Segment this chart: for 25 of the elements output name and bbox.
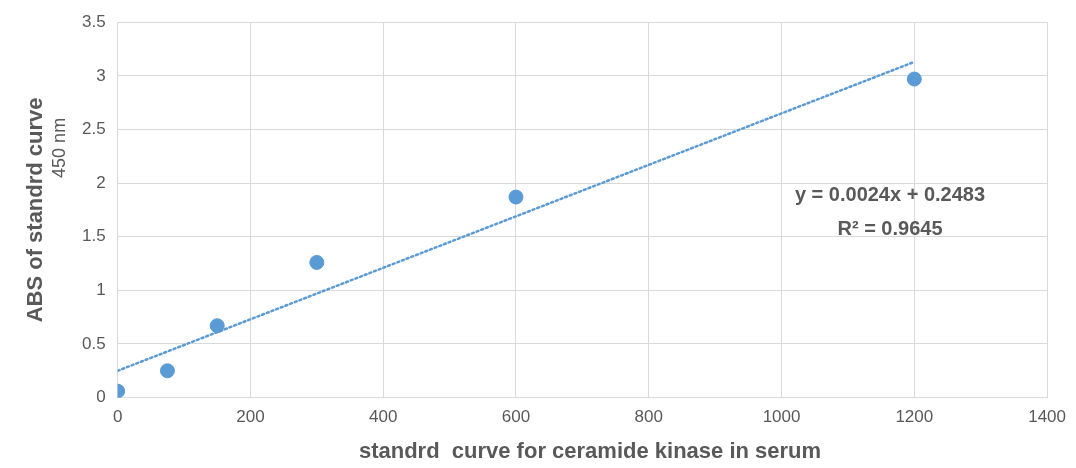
x-tick-label: 200 xyxy=(236,407,265,427)
y-tick-label: 3 xyxy=(96,65,106,85)
y-tick-label: 0 xyxy=(96,387,106,407)
annotation: R² = 0.9645 xyxy=(837,216,943,239)
x-axis-title: standrd curve for ceramide kinase in serum xyxy=(358,438,822,464)
y-axis-title: ABS of standrd curve 450 nm xyxy=(22,97,69,323)
x-tick-label: 400 xyxy=(369,407,398,427)
x-tick-label: 1000 xyxy=(762,407,801,427)
point xyxy=(209,318,225,334)
y-tick-label: 2.5 xyxy=(81,119,106,139)
y-tick-label: 0.5 xyxy=(81,333,106,353)
x-tick-label: 1400 xyxy=(1028,407,1066,427)
point xyxy=(906,71,922,87)
point xyxy=(508,189,524,205)
annotation: y = 0.0024x + 0.2483 xyxy=(794,182,986,205)
x-tick-label: 0 xyxy=(112,407,123,427)
y-tick-label: 1.5 xyxy=(81,226,106,246)
y-tick-label: 2 xyxy=(96,172,106,192)
x-tick-label: 600 xyxy=(501,407,531,427)
point xyxy=(159,363,175,379)
point xyxy=(309,254,325,270)
x-tick-label: 800 xyxy=(634,407,663,427)
y-tick-label: 3.5 xyxy=(81,11,106,31)
x-tick-label: 1200 xyxy=(895,407,934,427)
y-tick-label: 1 xyxy=(96,280,106,300)
